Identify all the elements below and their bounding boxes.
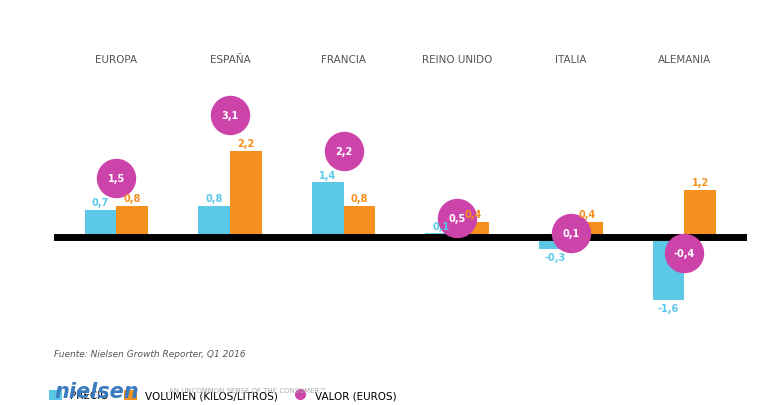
Text: 0,5: 0,5 xyxy=(449,213,466,223)
Text: 0,1: 0,1 xyxy=(433,221,450,231)
Bar xyxy=(539,238,571,249)
Text: EVOLUCIÓN DEL MERCADO DE GRAN CONSUMO EN EL PRIMER TRIMESTRE: EVOLUCIÓN DEL MERCADO DE GRAN CONSUMO EN… xyxy=(109,20,661,33)
Text: 1,4: 1,4 xyxy=(319,170,336,180)
Text: 2,2: 2,2 xyxy=(237,139,255,149)
Text: 0,4: 0,4 xyxy=(578,209,595,220)
Text: FRANCIA: FRANCIA xyxy=(321,55,366,64)
Text: 0,1: 0,1 xyxy=(562,229,580,239)
Text: nielsen: nielsen xyxy=(54,381,139,401)
Text: -1,6: -1,6 xyxy=(658,303,679,313)
Bar xyxy=(85,210,116,238)
Point xyxy=(678,250,691,257)
Text: EUROPA: EUROPA xyxy=(95,55,138,64)
Text: Fuente: Nielsen Growth Reporter, Q1 2016: Fuente: Nielsen Growth Reporter, Q1 2016 xyxy=(54,350,246,358)
Text: 0,7: 0,7 xyxy=(92,198,109,208)
Text: AN UNCOMMON SENSE OF THE CONSUMER™: AN UNCOMMON SENSE OF THE CONSUMER™ xyxy=(169,387,326,393)
Bar xyxy=(457,222,489,238)
Bar xyxy=(312,183,343,238)
Bar xyxy=(653,238,685,301)
Text: -0,3: -0,3 xyxy=(544,252,565,262)
Bar xyxy=(571,222,603,238)
Text: 0,8: 0,8 xyxy=(206,194,223,204)
Text: 0,4: 0,4 xyxy=(464,209,482,220)
Text: 3,1: 3,1 xyxy=(221,111,239,121)
Point xyxy=(337,148,350,155)
Text: ESPAÑA: ESPAÑA xyxy=(209,55,250,64)
Point xyxy=(451,215,464,222)
Text: REINO UNIDO: REINO UNIDO xyxy=(422,55,492,64)
Text: ITALIA: ITALIA xyxy=(555,55,587,64)
Bar xyxy=(425,234,457,238)
Point xyxy=(224,113,236,119)
Bar xyxy=(343,207,376,238)
Text: -0,4: -0,4 xyxy=(674,249,695,258)
Text: 1,5: 1,5 xyxy=(108,174,125,184)
Bar xyxy=(685,191,716,238)
Point xyxy=(110,176,122,182)
Text: 2,2: 2,2 xyxy=(335,147,352,156)
Bar xyxy=(116,207,148,238)
Text: 1,2: 1,2 xyxy=(691,178,709,188)
Text: 0,8: 0,8 xyxy=(351,194,368,204)
Legend: PRECIO, VOLUMEN (KILOS/LITROS), VALOR (EUROS): PRECIO, VOLUMEN (KILOS/LITROS), VALOR (E… xyxy=(45,386,400,405)
Text: 0,8: 0,8 xyxy=(124,194,141,204)
Bar xyxy=(230,151,262,238)
Text: ALEMANIA: ALEMANIA xyxy=(658,55,711,64)
Bar xyxy=(198,207,230,238)
Point xyxy=(564,231,577,237)
